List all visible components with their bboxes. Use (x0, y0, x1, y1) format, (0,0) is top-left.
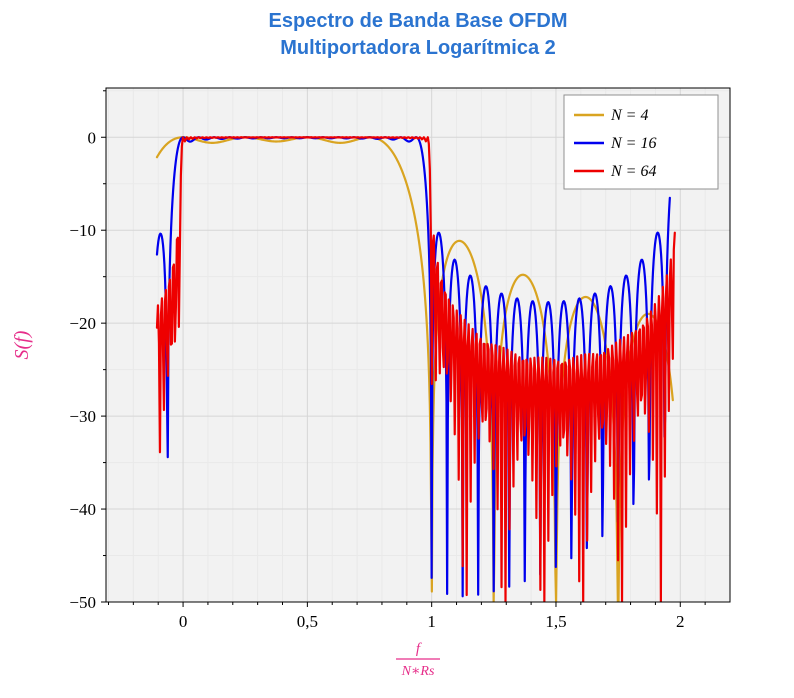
grid-minor (106, 88, 730, 602)
legend-label: N = 64 (610, 163, 656, 180)
x-tick-label: 0,5 (297, 612, 318, 631)
chart-title-line1: Espectro de Banda Base OFDM (268, 10, 568, 32)
x-tick-label: 2 (676, 612, 685, 631)
y-tick-label: −30 (69, 407, 96, 426)
y-tick-label: 0 (88, 128, 97, 147)
plot-frame (105, 87, 731, 603)
series-layer (155, 136, 676, 602)
x-axis-label-numerator: f (416, 641, 422, 657)
y-tick-label: −50 (69, 593, 96, 612)
tick-labels: 0 0,5 1 1,5 2 0 −10 −20 −30 −40 −50 (69, 128, 684, 631)
y-tick-label: −40 (69, 500, 96, 519)
legend-entry: N = 64 (574, 163, 656, 180)
x-tick-label: 1 (427, 612, 436, 631)
legend: N = 4 N = 16 N = 64 (563, 94, 719, 190)
chart-title-line2: Multiportadora Logarítmica 2 (280, 37, 556, 59)
chart-title: Espectro de Banda Base OFDM Multiportado… (0, 8, 794, 62)
x-axis-label-fraction: f N∗Rs (396, 641, 440, 679)
plot-canvas: 0 0,5 1 1,5 20−10−20−30−40−50S(f)fN∗RsN = 4N… (11, 87, 731, 679)
legend-label: N = 16 (610, 135, 656, 152)
y-tick-label: −20 (69, 314, 96, 333)
y-tick-label: −10 (69, 221, 96, 240)
legend-entry: N = 16 (574, 135, 656, 152)
axis-ticks (101, 90, 706, 607)
x-tick-label: 0 (179, 612, 188, 631)
legend-label: N = 4 (610, 107, 648, 124)
x-axis-label-denominator: N∗Rs (401, 664, 435, 679)
series-line-n64 (155, 136, 676, 602)
y-axis-label: S(f) (11, 330, 33, 359)
legend-entry: N = 4 (574, 107, 648, 124)
x-tick-label: 1,5 (545, 612, 566, 631)
